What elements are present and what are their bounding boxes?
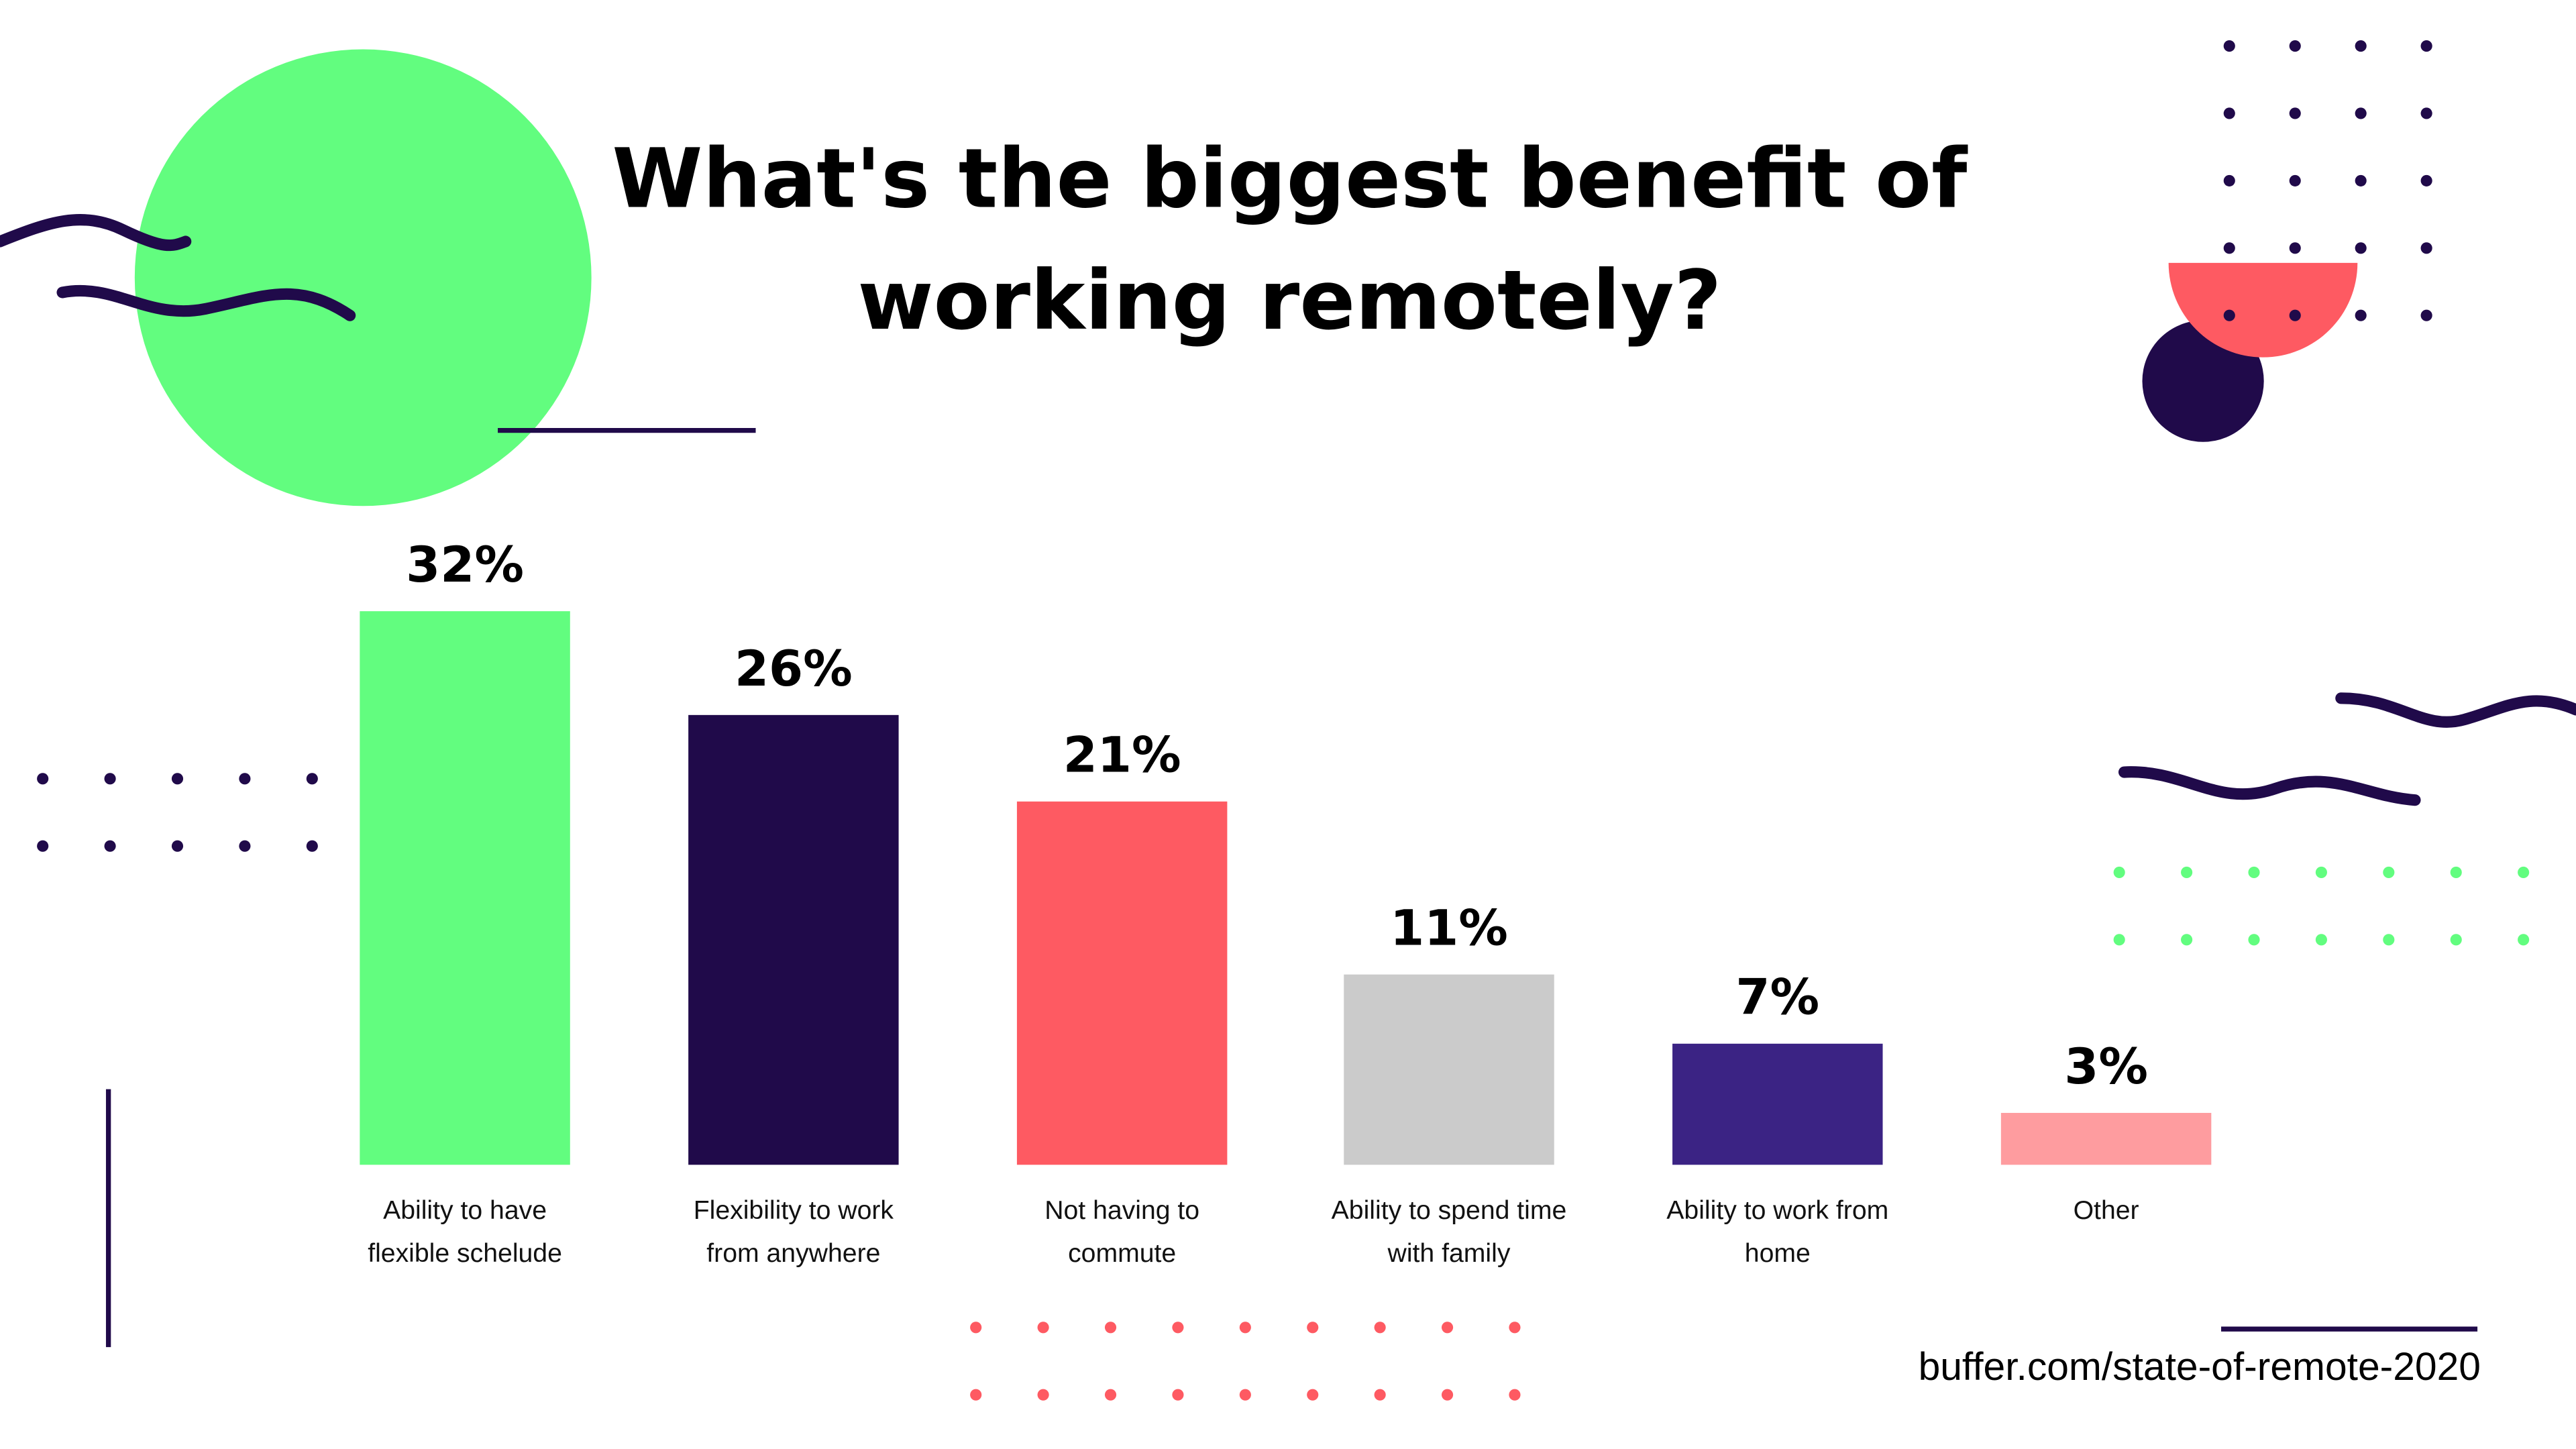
value-label: 26% xyxy=(735,641,853,698)
decor-dot xyxy=(1172,1322,1184,1334)
decor-dot xyxy=(37,840,49,852)
category-box: Ability to have flexible schelude xyxy=(368,1197,562,1269)
decor-dot xyxy=(1509,1322,1521,1334)
decor-dot xyxy=(2289,309,2301,321)
decor-dot xyxy=(2223,242,2235,254)
decor-dot xyxy=(1307,1389,1319,1401)
category-label: Ability to work from home xyxy=(1666,1197,1889,1269)
decor-dot xyxy=(2383,866,2395,878)
bar xyxy=(360,611,570,1165)
bar xyxy=(1672,1043,1883,1165)
decor-dot xyxy=(2420,174,2432,186)
decor-dot xyxy=(2315,934,2327,946)
decor-dot xyxy=(1239,1322,1251,1334)
decor-dot xyxy=(2355,174,2367,186)
decor-dot xyxy=(2450,934,2462,946)
value-label: 11% xyxy=(1390,900,1508,957)
value-label: 21% xyxy=(1063,727,1181,784)
bar xyxy=(688,714,899,1165)
category-box: Flexibility to work from anywhere xyxy=(693,1197,894,1269)
decor-dot xyxy=(2248,934,2260,946)
decor-dot xyxy=(1172,1389,1184,1401)
decor-dot xyxy=(2450,866,2462,878)
category-label: Ability to spend time with family xyxy=(1331,1197,1567,1269)
decor-dot xyxy=(104,840,116,852)
category-box: Other xyxy=(2073,1197,2139,1226)
decor-dot xyxy=(2420,107,2432,119)
category-box: Ability to spend time with family xyxy=(1331,1197,1567,1269)
decor-wave xyxy=(0,214,192,252)
decor-dot xyxy=(2223,309,2235,321)
decor-wave xyxy=(2335,692,2576,728)
chart-title: What's the biggest benefit of working re… xyxy=(612,131,1968,349)
decor-dot xyxy=(2518,866,2530,878)
decor-dot xyxy=(2383,934,2395,946)
decor-dot xyxy=(104,773,116,785)
decor-dot xyxy=(1374,1322,1386,1334)
decor-dot xyxy=(2113,866,2125,878)
decor-dot xyxy=(2223,107,2235,119)
decor-dot xyxy=(970,1322,982,1334)
category-label: Not having to commute xyxy=(1044,1197,1200,1269)
decor-dot xyxy=(1104,1389,1117,1401)
bar xyxy=(1016,801,1228,1165)
decor-dot xyxy=(2420,40,2432,52)
decor-dot xyxy=(37,773,49,785)
decor-dot xyxy=(2355,309,2367,321)
decor-dot xyxy=(239,840,251,852)
decor-dot xyxy=(2355,242,2367,254)
decor-dot xyxy=(2289,242,2301,254)
decor-dot xyxy=(2355,40,2367,52)
decor-dot xyxy=(171,840,184,852)
decor-dot xyxy=(2181,934,2193,946)
decor-wave xyxy=(56,284,356,321)
decor-dot xyxy=(970,1389,982,1401)
value-label: 7% xyxy=(1735,969,1819,1026)
decor-dot xyxy=(2181,866,2193,878)
decor-dot xyxy=(171,773,184,785)
decor-dot xyxy=(1037,1389,1049,1401)
decor-dot xyxy=(2315,866,2327,878)
decor-dot xyxy=(1441,1322,1454,1334)
decor-dot xyxy=(1104,1322,1117,1334)
decor-dot xyxy=(2518,934,2530,946)
source: buffer.com/state-of-remote-2020 xyxy=(1919,1345,2481,1389)
decor-circle xyxy=(134,49,592,506)
decor-dot xyxy=(2223,174,2235,186)
decor-dot xyxy=(1037,1322,1049,1334)
decor-dot xyxy=(2248,866,2260,878)
value-label: 32% xyxy=(406,537,524,594)
category-label: Other xyxy=(2073,1197,2139,1226)
decor-dot xyxy=(2355,107,2367,119)
decor-dot xyxy=(1307,1322,1319,1334)
bar xyxy=(2000,1112,2212,1165)
decor-dot xyxy=(1239,1389,1251,1401)
decor-dot xyxy=(239,773,251,785)
decor-dot xyxy=(1509,1389,1521,1401)
decor-wave xyxy=(2118,766,2421,806)
decor-dot xyxy=(2420,242,2432,254)
category-box: Ability to work from home xyxy=(1666,1197,1889,1269)
decor-dot xyxy=(2113,934,2125,946)
category-box: Not having to commute xyxy=(1044,1197,1200,1269)
bar xyxy=(1344,974,1554,1165)
decor-dot xyxy=(2289,107,2301,119)
decor-dot xyxy=(306,840,318,852)
decor-dot xyxy=(2289,174,2301,186)
category-label: Ability to have flexible schelude xyxy=(368,1197,562,1269)
decor-dot xyxy=(306,773,318,785)
decor-dot xyxy=(2223,40,2235,52)
decor-dot xyxy=(1374,1389,1386,1401)
decor-semicircle xyxy=(2168,262,2358,358)
decor-dot xyxy=(2289,40,2301,52)
category-label: Flexibility to work from anywhere xyxy=(693,1197,894,1269)
decor-dot xyxy=(2420,309,2432,321)
value-label: 3% xyxy=(2064,1038,2148,1095)
decor-dot xyxy=(1441,1389,1454,1401)
title-box: What's the biggest benefit of working re… xyxy=(612,131,1968,349)
